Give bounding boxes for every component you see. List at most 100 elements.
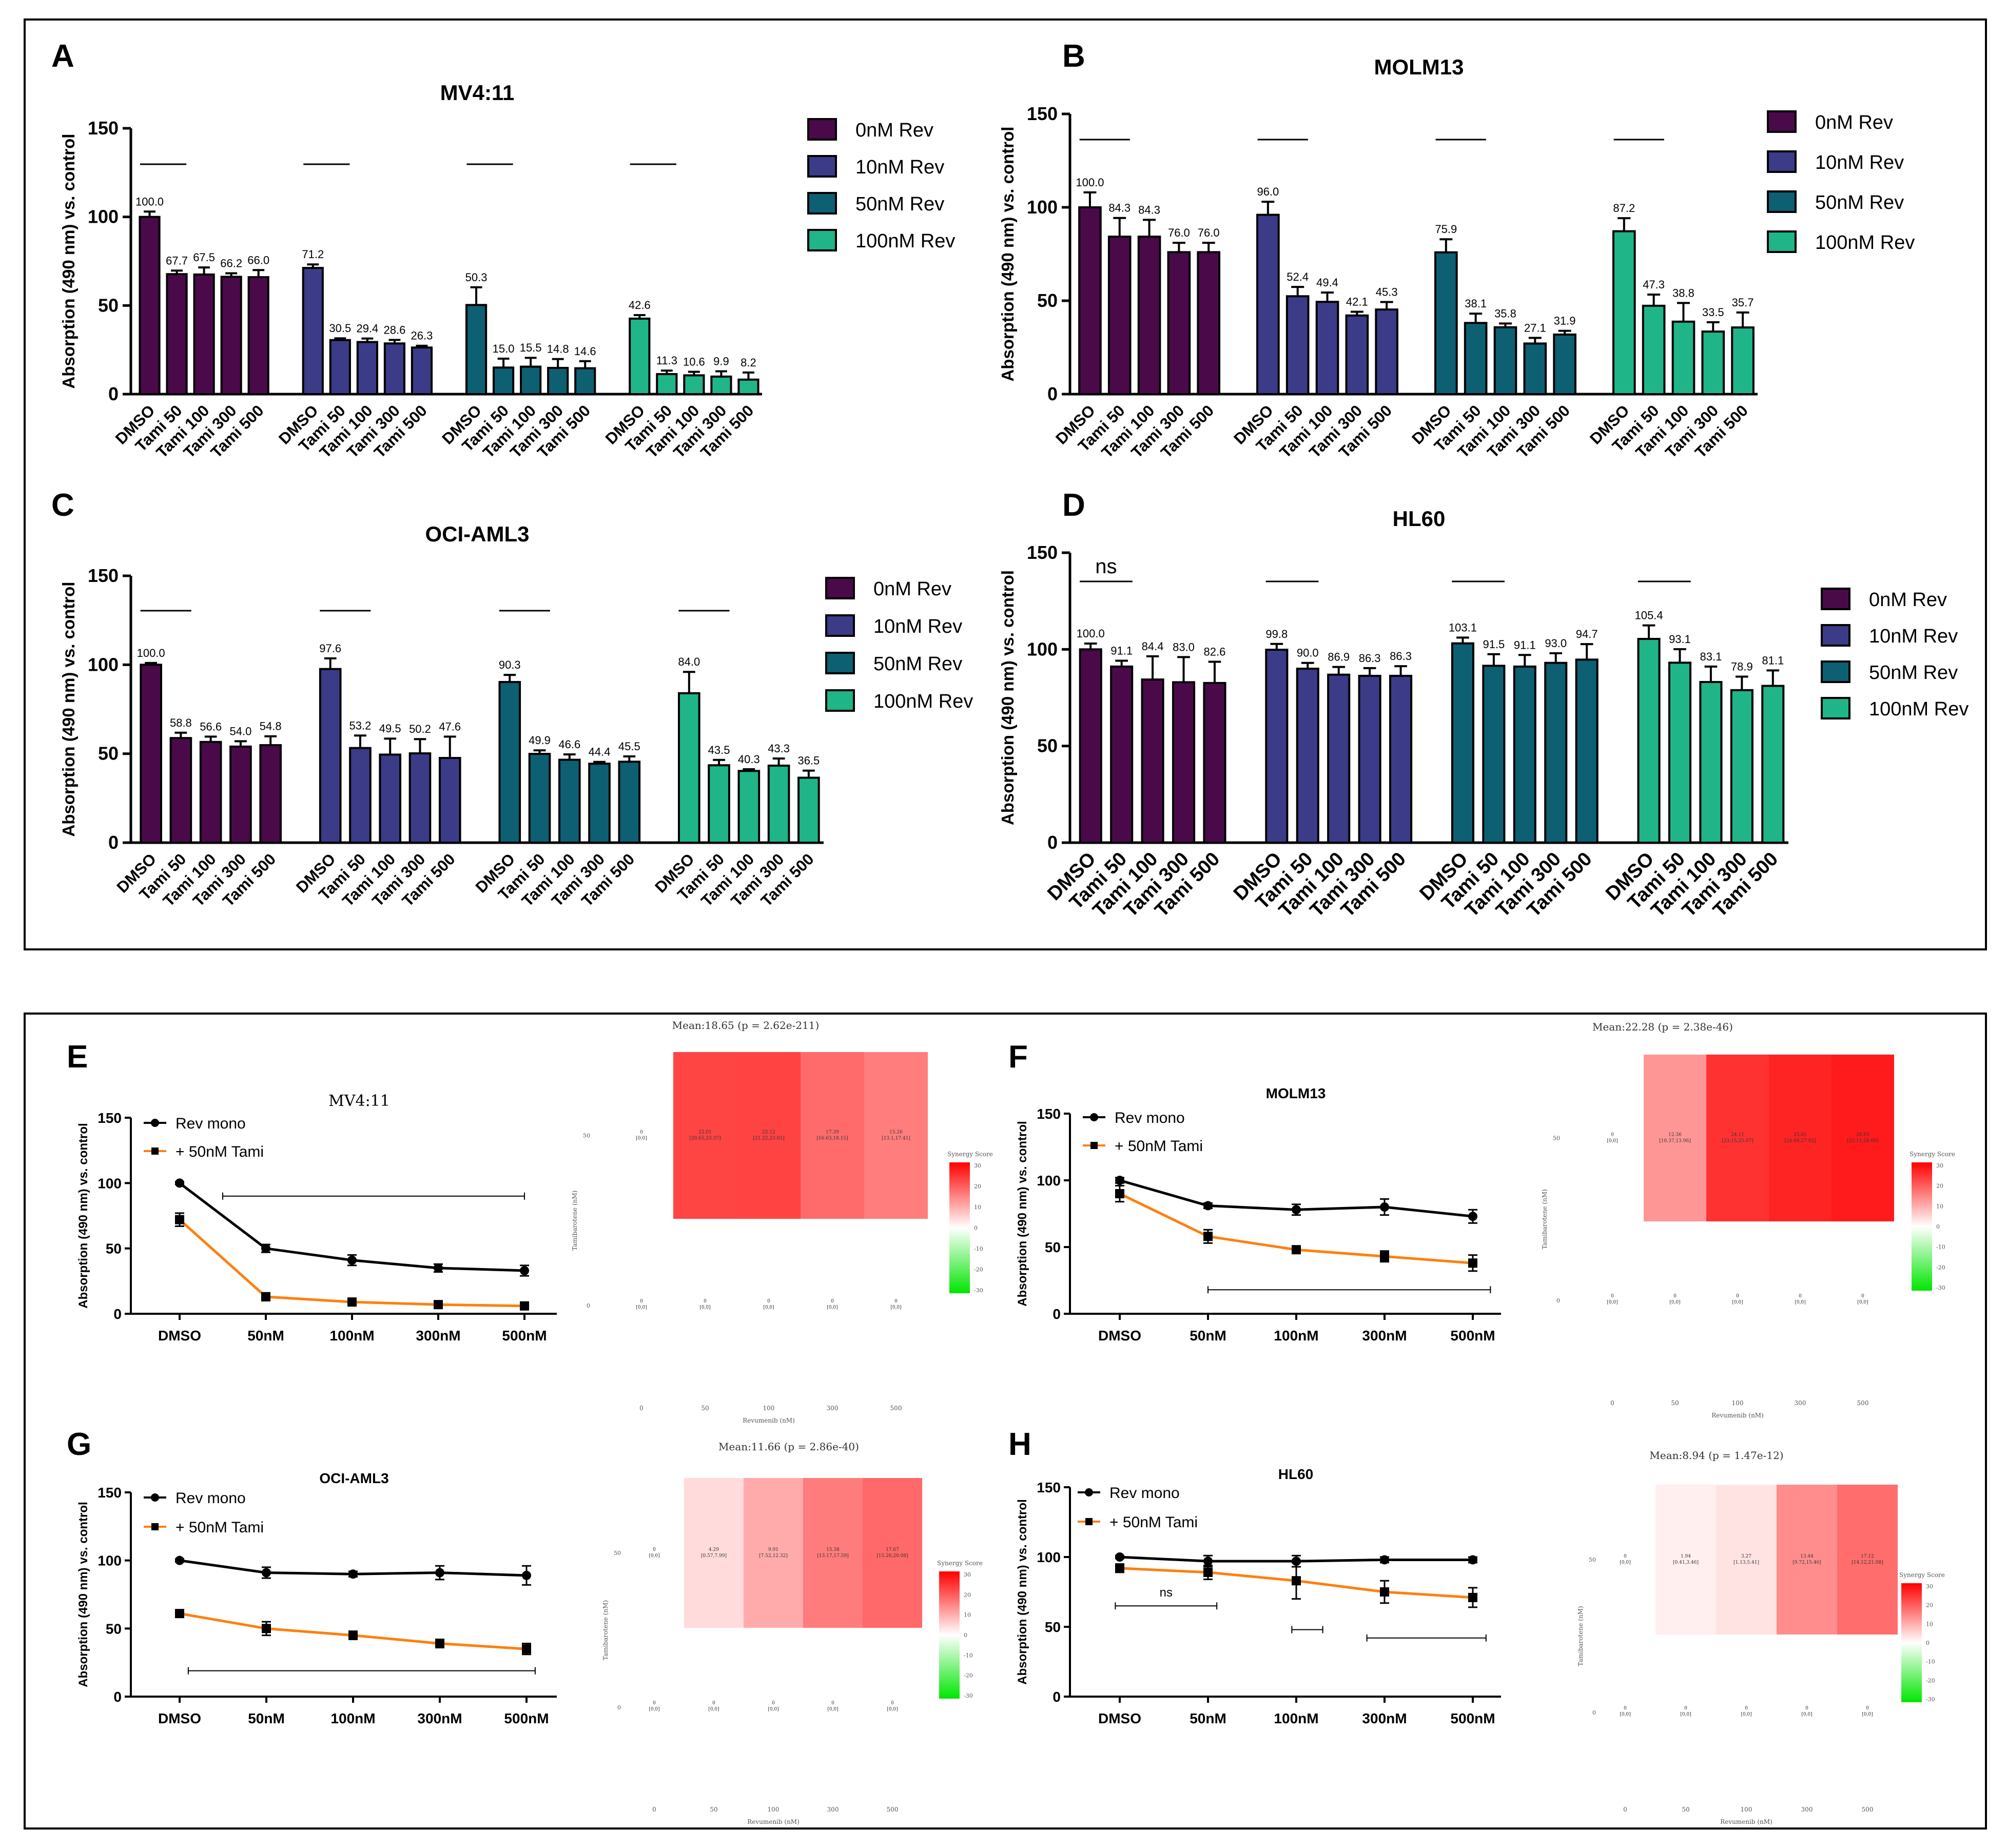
colorbar-bar	[939, 1571, 960, 1699]
heatmap-cell	[1769, 1055, 1831, 1221]
cell-score: 3.27	[1741, 1554, 1751, 1559]
cell-ci: [0,0]	[1795, 1300, 1805, 1305]
x-tick-label: DMSO	[158, 1328, 201, 1344]
legend: Rev mono + 50nM Tami	[144, 1490, 264, 1536]
legend-swatch	[807, 192, 837, 215]
cell-score: 0	[1624, 1706, 1627, 1711]
colorbar-tick: -20	[1926, 1677, 1935, 1684]
data-point	[520, 1301, 529, 1311]
cell-score: 0	[772, 1701, 775, 1706]
data-label: 90.0	[1297, 647, 1319, 659]
x-tick-label: DMSO	[158, 1710, 201, 1726]
legend-swatch	[825, 689, 855, 712]
y-tick-label: 50	[1037, 290, 1058, 311]
bar	[678, 692, 700, 844]
data-point	[175, 1555, 184, 1565]
legend-swatch	[1767, 150, 1797, 173]
y-axis-label: Tamibarotene (nM)	[1577, 1606, 1584, 1666]
series-0	[175, 1555, 531, 1586]
data-label: 38.8	[1672, 286, 1694, 299]
colorbar-tick: 0	[1936, 1223, 1940, 1230]
x-tick-label: DMSO	[1098, 1328, 1141, 1344]
heatmap-g-heatmap: Mean:11.66 (p = 2.86e-40)0[0,0]4.29[0.57…	[602, 1441, 983, 1825]
cell-ci: [0,0]	[699, 1305, 710, 1310]
data-point	[1380, 1252, 1389, 1261]
x-tick-label: 50	[710, 1806, 717, 1813]
legend-swatch	[1821, 697, 1850, 719]
data-label: 47.3	[1643, 278, 1665, 291]
legend-marker	[1085, 1518, 1093, 1525]
legend-swatch	[1821, 588, 1850, 610]
data-label: 86.3	[1390, 650, 1412, 663]
bar	[683, 374, 705, 395]
colorbar: Synergy Score 30 20 10 0 -10 -20 -30	[1899, 1571, 1945, 1703]
colorbar-tick: 30	[1926, 1583, 1933, 1590]
cell-ci: [13.17,17.59]	[817, 1553, 848, 1559]
cell-ci: [24.60,27.02]	[1784, 1139, 1816, 1144]
cell-score: 0	[1866, 1706, 1869, 1711]
panel-letter-e: E	[67, 1039, 88, 1075]
data-label: 40.3	[738, 753, 760, 766]
bar	[1079, 648, 1102, 844]
data-label: 90.3	[499, 658, 521, 671]
data-label: 54.0	[229, 725, 251, 737]
x-tick-label: 100	[763, 1405, 775, 1412]
legend-swatch	[807, 155, 837, 178]
data-label: 78.9	[1731, 660, 1753, 673]
cell-score: 0	[831, 1701, 834, 1706]
heatmap-cell	[1831, 1055, 1894, 1221]
data-point	[522, 1570, 531, 1580]
cell-ci: [0,0]	[1862, 1712, 1873, 1717]
series-1	[1115, 1184, 1477, 1272]
x-tick-label: 0	[1623, 1806, 1627, 1813]
data-label: 97.6	[319, 642, 341, 655]
legend-label: 10nM Rev	[1869, 626, 1958, 647]
data-point	[1115, 1176, 1124, 1185]
colorbar-tick: -30	[1926, 1696, 1935, 1703]
bar	[411, 346, 433, 395]
x-tick-label: 500	[887, 1806, 899, 1813]
cell-score: 0	[704, 1299, 707, 1304]
cell-score: 22.12	[762, 1130, 775, 1135]
data-label: 33.5	[1702, 306, 1724, 319]
legend-swatch	[825, 577, 855, 599]
heatmap-title: Mean:18.65 (p = 2.62e-211)	[672, 1019, 820, 1032]
data-label: 30.5	[329, 322, 351, 335]
y-axis-label: Tamibarotene (nM)	[571, 1191, 578, 1251]
data-label: 14.6	[574, 345, 596, 358]
y-axis-label: Absorption (490 nm) vs. control	[76, 1123, 90, 1308]
y-tick-label: 150	[1037, 1106, 1061, 1122]
data-label: 84.4	[1142, 640, 1164, 653]
legend-swatch	[1821, 624, 1850, 647]
panel-letter-d: D	[1062, 488, 1085, 523]
x-tick-label: 300nM	[417, 1710, 462, 1726]
cell-ci: [16.63,18.15]	[816, 1136, 848, 1141]
data-point	[1292, 1245, 1301, 1255]
cell-score: 0	[831, 1299, 834, 1304]
legend-label: 0nM Rev	[855, 120, 933, 141]
heatmap-e-heatmap: Mean:18.65 (p = 2.62e-211)0[0,0]22.01[20…	[571, 1019, 993, 1424]
data-point	[175, 1215, 184, 1224]
data-point	[261, 1243, 270, 1253]
cell-ci: [14.12,21.08]	[1852, 1560, 1883, 1565]
heatmap-cell	[1655, 1485, 1716, 1635]
data-label: 35.8	[1494, 307, 1516, 320]
cell-ci: [0,0]	[887, 1707, 898, 1712]
cell-ci: [0,0]	[649, 1553, 659, 1559]
y-tick-label: 100	[1027, 638, 1058, 659]
colorbar-bar	[1912, 1162, 1932, 1291]
chart-title: MV4:11	[328, 1092, 390, 1110]
y-axis-label: Absorption (490 nm) vs. control	[1016, 1121, 1029, 1306]
bar	[1464, 322, 1488, 395]
colorbar-tick: 10	[974, 1204, 981, 1211]
bar	[520, 365, 542, 395]
y-axis-label: Absorption (490 nm) vs. control	[1016, 1499, 1029, 1684]
legend: 0nM Rev 10nM Rev 50nM Rev 100nM Rev	[825, 577, 973, 712]
y-tick-label: 100	[98, 1553, 122, 1569]
heatmap-cell	[737, 1052, 801, 1219]
heatmap-cell	[1644, 1055, 1706, 1221]
legend-label: 50nM Rev	[1815, 192, 1904, 213]
heatmap-cell	[803, 1478, 863, 1628]
bar	[1761, 685, 1785, 844]
